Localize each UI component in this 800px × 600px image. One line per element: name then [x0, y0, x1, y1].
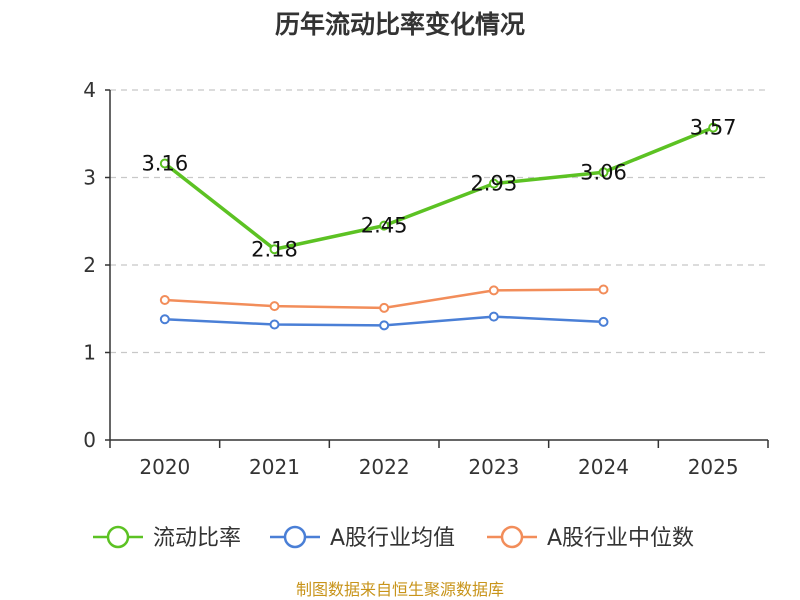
series-1-point-2021[interactable]: [269, 319, 280, 330]
series-0-point-2022[interactable]: [379, 220, 390, 231]
series-2-point-2020[interactable]: [159, 295, 170, 305]
y-tick-label: 0: [83, 428, 96, 452]
y-tick-label: 1: [83, 341, 96, 365]
data-label-2022: 2.45: [361, 214, 408, 238]
y-tick-label: 2: [83, 253, 96, 277]
chart-title: 历年流动比率变化情况: [275, 10, 525, 39]
data-label-2020: 3.16: [141, 152, 188, 176]
legend-marker-icon: [283, 525, 307, 549]
series-1-point-2024[interactable]: [598, 316, 609, 327]
legend-item-1[interactable]: A股行业均值: [270, 525, 455, 551]
series-0-point-2023[interactable]: [488, 178, 499, 189]
data-label-2024: 3.06: [580, 160, 627, 184]
series-1-point-2022[interactable]: [379, 320, 390, 331]
legend-label: A股行业均值: [330, 526, 455, 551]
series-2-point-2022[interactable]: [379, 302, 390, 313]
legend-label: A股行业中位数: [547, 526, 694, 551]
legend-marker-icon: [106, 525, 130, 549]
x-tick-label-2021: 2021: [249, 455, 300, 479]
x-tick-label-2024: 2024: [578, 455, 629, 479]
grid: [110, 89, 768, 354]
x-tick-label-2023: 2023: [468, 455, 519, 479]
data-labels: 3.16 2.18 2.45 2.93 3.06 3.57: [141, 116, 736, 262]
legend-marker-icon: [500, 525, 524, 549]
axes: 0 1 2 3 4 2020 2021 2022 2023 2024 2025: [83, 78, 769, 479]
data-label-2023: 2.93: [470, 172, 517, 196]
x-tick-label-2025: 2025: [688, 455, 739, 479]
series-0-point-2021[interactable]: [269, 244, 280, 255]
series-1-point-2020[interactable]: [159, 314, 170, 325]
legend-item-0[interactable]: 流动比率: [93, 525, 241, 551]
series-0-point-2025[interactable]: [708, 122, 719, 133]
y-tick-label: 4: [83, 78, 96, 102]
series: [159, 122, 719, 331]
data-label-2021: 2.18: [251, 237, 298, 261]
y-tick-label: 3: [83, 166, 96, 190]
series-2-point-2021[interactable]: [269, 301, 280, 312]
legend-item-2[interactable]: A股行业中位数: [487, 525, 694, 551]
legend-label: 流动比率: [153, 526, 241, 551]
series-2-point-2024[interactable]: [598, 284, 609, 295]
data-label-2025: 3.57: [690, 116, 737, 140]
series-2-point-2023[interactable]: [488, 285, 499, 296]
series-line-0: [163, 126, 714, 251]
legend[interactable]: 流动比率 A股行业均值 A股行业中位数: [93, 525, 694, 551]
series-1-point-2023[interactable]: [488, 311, 499, 322]
series-0-point-2024[interactable]: [598, 167, 609, 178]
x-tick-label-2022: 2022: [359, 455, 410, 479]
source-note: 制图数据来自恒生聚源数据库: [296, 580, 504, 599]
x-tick-label-2020: 2020: [139, 455, 190, 479]
series-0-point-2020[interactable]: [159, 158, 170, 169]
